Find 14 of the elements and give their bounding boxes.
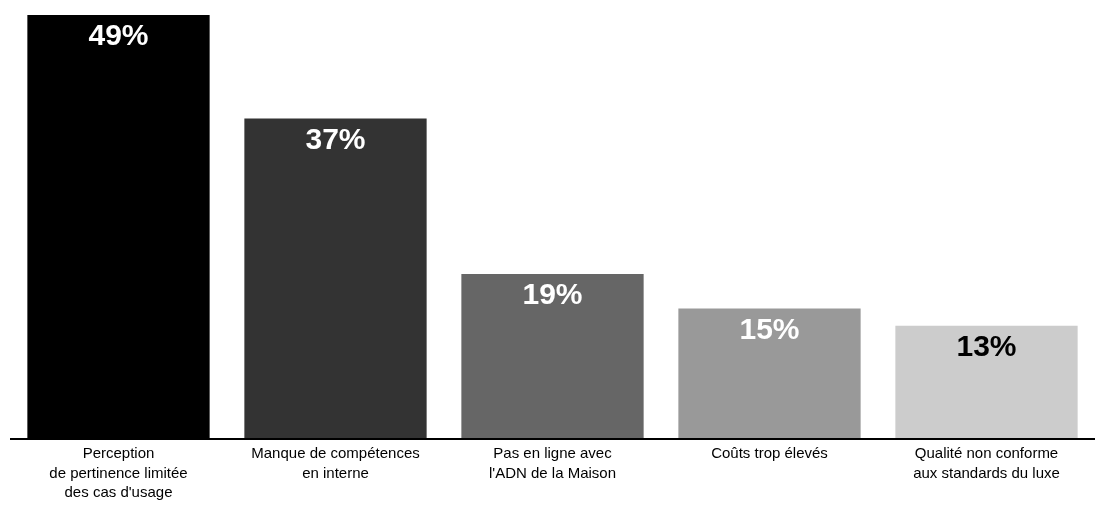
bar: [678, 308, 861, 438]
x-tick-label: Qualité non conforme aux standards du luxe: [913, 444, 1060, 481]
data-label: 37%: [305, 121, 366, 155]
bar: [244, 118, 427, 438]
bar: [461, 273, 644, 438]
x-tick-label: Pas en ligne avec l'ADN de la Maison: [488, 444, 617, 481]
data-label: 49%: [88, 18, 149, 51]
data-label: 13%: [956, 328, 1017, 362]
x-tick-label: Perception de pertinence limitée des cas d'usage: [49, 444, 188, 500]
x-tick-label: Manque de compétences en interne: [251, 444, 420, 481]
data-label: 15%: [739, 311, 800, 345]
x-tick-label: Coûts trop élevés: [711, 444, 828, 461]
data-label: 19%: [522, 276, 583, 310]
bar: [895, 325, 1078, 438]
